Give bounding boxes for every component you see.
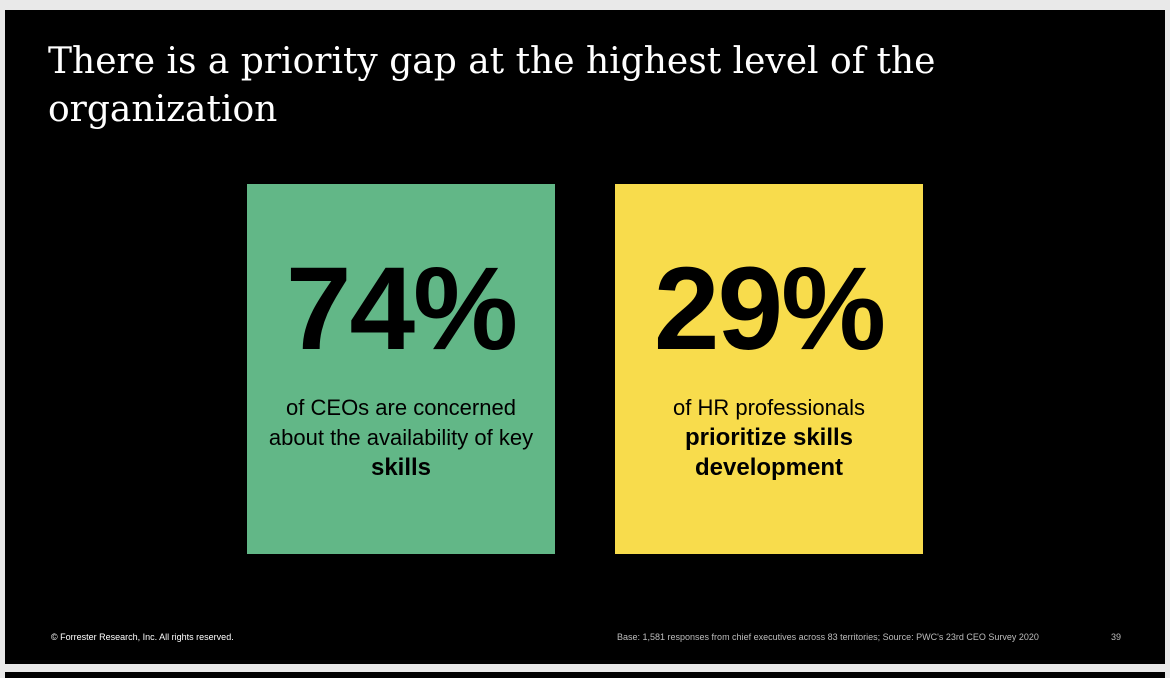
footer-copyright: © Forrester Research, Inc. All rights re… (51, 632, 234, 642)
stat-description-ceos: of CEOs are concerned about the availabi… (267, 393, 535, 483)
stat-card-hr: 29% of HR professionals prioritize skill… (615, 184, 923, 554)
stat-description-ceos-text: of CEOs are concerned about the availabi… (268, 395, 534, 450)
slide: There is a priority gap at the highest l… (5, 10, 1165, 664)
stat-value-hr: 29% (653, 243, 886, 375)
stat-description-hr-text: of HR professionals (673, 395, 865, 420)
footer-source: Base: 1,581 responses from chief executi… (617, 632, 1039, 642)
stat-card-ceos: 74% of CEOs are concerned about the avai… (247, 184, 555, 554)
stat-value-ceos: 74% (285, 243, 518, 375)
page-number: 39 (1111, 632, 1122, 642)
stat-description-hr-emphasis: prioritize skills development (684, 424, 854, 481)
next-slide-edge (5, 672, 1165, 678)
stat-description-ceos-emphasis: skills (370, 454, 432, 481)
stat-description-hr: of HR professionals prioritize skills de… (635, 393, 903, 483)
slide-title: There is a priority gap at the highest l… (48, 41, 936, 130)
